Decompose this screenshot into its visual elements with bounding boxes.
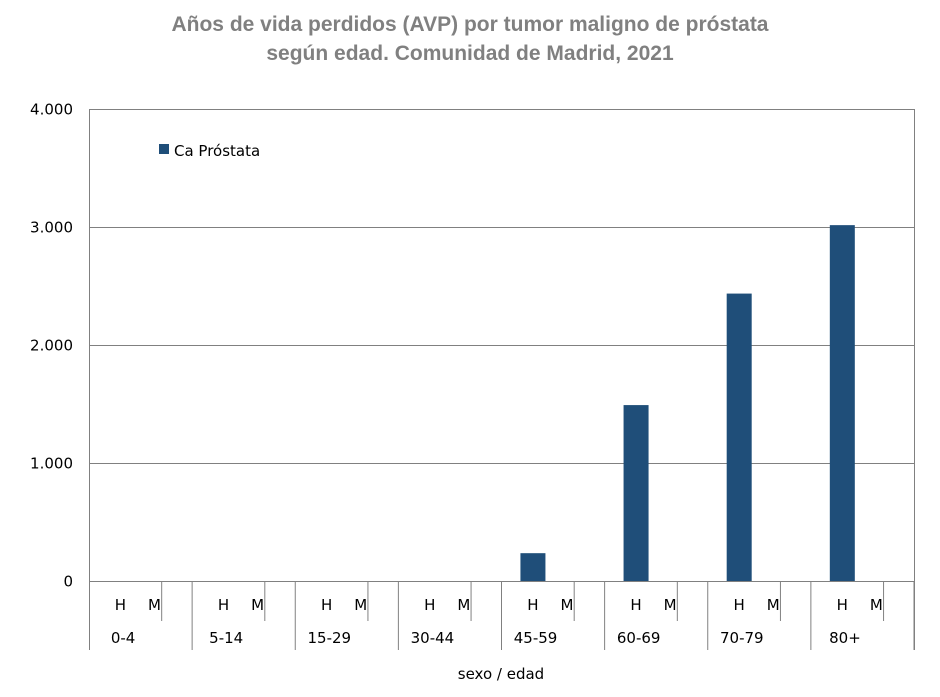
y-tick-label: 2.000 [30,337,73,355]
x-axis: H M0-4H M5-14H M15-29H M30-44H M45-59H M60-69H… [89,581,915,650]
x-age-label: 45-59 [514,629,558,647]
y-axis-ticks: 0 1.000 2.000 3.000 4.000 [30,101,73,591]
chart-title: Años de vida perdidos (AVP) por tumor ma… [0,10,940,68]
x-sex-label: H [321,596,332,614]
legend-swatch [159,144,169,154]
bars [520,225,855,582]
x-age-label: 80+ [829,629,861,647]
x-sex-label: H [734,596,745,614]
x-age-label: 70-79 [720,629,764,647]
x-sex-label: M [560,596,573,614]
legend-label: Ca Próstata [174,142,260,160]
x-age-label: 30-44 [411,629,455,647]
x-sex-label: M [354,596,367,614]
x-sex-label: M [148,596,161,614]
chart-title-line-2: según edad. Comunidad de Madrid, 2021 [266,42,674,65]
y-tick-label: 0 [63,573,73,591]
gridlines [89,227,915,464]
y-tick-label: 3.000 [30,219,73,237]
bar [829,225,855,582]
x-sex-label: H [837,596,848,614]
y-tick-label: 4.000 [30,101,73,119]
x-age-label: 60-69 [617,629,661,647]
chart-title-line-1: Años de vida perdidos (AVP) por tumor ma… [171,13,769,36]
x-sex-label: H [527,596,538,614]
x-sex-label: M [457,596,470,614]
legend: Ca Próstata [159,142,260,160]
x-sex-label: H [424,596,435,614]
bar [520,553,546,582]
bar [726,293,752,582]
x-sex-label: M [664,596,677,614]
x-sex-label: M [767,596,780,614]
x-age-label: 5-14 [209,629,243,647]
x-age-label: 0-4 [111,629,136,647]
bar [623,405,649,582]
x-axis-title: sexo / edad [458,665,544,683]
x-sex-label: H [630,596,641,614]
x-sex-label: M [870,596,883,614]
x-sex-label: H [218,596,229,614]
x-sex-label: H [115,596,126,614]
y-tick-label: 1.000 [30,455,73,473]
x-sex-label: M [251,596,264,614]
x-age-label: 15-29 [308,629,352,647]
